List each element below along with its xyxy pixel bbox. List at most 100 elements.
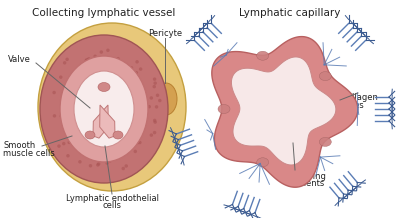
Ellipse shape bbox=[107, 67, 110, 70]
Polygon shape bbox=[232, 57, 336, 165]
Ellipse shape bbox=[62, 106, 66, 110]
Ellipse shape bbox=[96, 163, 100, 167]
Ellipse shape bbox=[93, 66, 97, 69]
Ellipse shape bbox=[85, 154, 88, 157]
Ellipse shape bbox=[66, 88, 69, 91]
Ellipse shape bbox=[141, 111, 144, 115]
Ellipse shape bbox=[98, 82, 110, 92]
Ellipse shape bbox=[97, 162, 100, 166]
Ellipse shape bbox=[72, 78, 76, 81]
Ellipse shape bbox=[85, 131, 95, 139]
Ellipse shape bbox=[60, 56, 148, 162]
Polygon shape bbox=[100, 105, 115, 138]
Text: Collagen: Collagen bbox=[341, 94, 378, 102]
Ellipse shape bbox=[122, 167, 125, 170]
Ellipse shape bbox=[142, 94, 145, 97]
Ellipse shape bbox=[93, 54, 97, 58]
Ellipse shape bbox=[74, 71, 134, 147]
Text: Valve: Valve bbox=[8, 56, 31, 65]
Ellipse shape bbox=[95, 69, 98, 72]
Ellipse shape bbox=[100, 50, 103, 54]
Ellipse shape bbox=[121, 146, 125, 149]
Text: Lymphatic capillary: Lymphatic capillary bbox=[239, 8, 341, 18]
Ellipse shape bbox=[106, 49, 110, 52]
Text: Pericyte: Pericyte bbox=[148, 29, 182, 37]
Ellipse shape bbox=[137, 101, 141, 104]
Ellipse shape bbox=[87, 57, 90, 61]
Ellipse shape bbox=[62, 142, 66, 145]
Ellipse shape bbox=[148, 105, 151, 108]
Ellipse shape bbox=[107, 147, 110, 151]
Ellipse shape bbox=[40, 35, 168, 183]
Ellipse shape bbox=[140, 124, 144, 128]
Ellipse shape bbox=[68, 141, 71, 144]
Ellipse shape bbox=[153, 119, 156, 122]
Ellipse shape bbox=[140, 92, 143, 96]
Ellipse shape bbox=[154, 120, 157, 124]
Ellipse shape bbox=[134, 84, 138, 88]
Ellipse shape bbox=[218, 104, 230, 114]
Ellipse shape bbox=[135, 60, 139, 64]
Ellipse shape bbox=[135, 132, 138, 136]
Ellipse shape bbox=[134, 71, 138, 74]
Ellipse shape bbox=[116, 57, 120, 60]
Text: filaments: filaments bbox=[285, 179, 325, 187]
Ellipse shape bbox=[108, 151, 111, 154]
Ellipse shape bbox=[78, 160, 82, 164]
Ellipse shape bbox=[80, 75, 83, 78]
Ellipse shape bbox=[38, 23, 186, 191]
Ellipse shape bbox=[136, 141, 140, 144]
Text: Lymphatic endothelial: Lymphatic endothelial bbox=[66, 194, 158, 203]
Ellipse shape bbox=[156, 94, 159, 97]
Ellipse shape bbox=[69, 85, 72, 89]
Text: Collecting lymphatic vessel: Collecting lymphatic vessel bbox=[32, 8, 176, 18]
Ellipse shape bbox=[155, 105, 158, 109]
Ellipse shape bbox=[65, 58, 69, 61]
Ellipse shape bbox=[124, 164, 128, 168]
Text: fibres: fibres bbox=[341, 100, 365, 109]
Ellipse shape bbox=[115, 148, 118, 152]
Ellipse shape bbox=[158, 99, 162, 102]
Ellipse shape bbox=[132, 75, 136, 78]
Ellipse shape bbox=[57, 144, 61, 148]
Ellipse shape bbox=[140, 118, 144, 121]
Ellipse shape bbox=[86, 72, 89, 76]
Ellipse shape bbox=[73, 134, 77, 138]
Ellipse shape bbox=[113, 131, 123, 139]
Ellipse shape bbox=[153, 77, 156, 81]
Ellipse shape bbox=[84, 59, 88, 62]
Text: muscle cells: muscle cells bbox=[3, 148, 55, 157]
Text: Smooth: Smooth bbox=[3, 141, 35, 150]
Ellipse shape bbox=[319, 72, 331, 81]
Ellipse shape bbox=[74, 135, 78, 138]
Ellipse shape bbox=[52, 91, 56, 94]
Ellipse shape bbox=[60, 114, 63, 118]
Ellipse shape bbox=[53, 114, 56, 118]
Ellipse shape bbox=[319, 137, 331, 146]
Ellipse shape bbox=[130, 66, 133, 70]
Ellipse shape bbox=[153, 131, 156, 134]
Ellipse shape bbox=[85, 58, 88, 62]
Text: cells: cells bbox=[102, 201, 122, 209]
Ellipse shape bbox=[122, 150, 126, 153]
Ellipse shape bbox=[90, 68, 94, 72]
Ellipse shape bbox=[139, 67, 142, 71]
Ellipse shape bbox=[118, 68, 121, 71]
Polygon shape bbox=[212, 37, 358, 187]
Ellipse shape bbox=[89, 164, 92, 167]
Ellipse shape bbox=[152, 85, 156, 88]
Ellipse shape bbox=[155, 83, 177, 115]
Ellipse shape bbox=[154, 81, 157, 85]
Ellipse shape bbox=[150, 96, 153, 100]
Ellipse shape bbox=[63, 61, 66, 65]
Ellipse shape bbox=[66, 154, 70, 158]
Ellipse shape bbox=[91, 60, 95, 64]
Ellipse shape bbox=[123, 72, 126, 75]
Ellipse shape bbox=[59, 75, 62, 79]
Ellipse shape bbox=[88, 69, 91, 73]
Ellipse shape bbox=[150, 133, 153, 137]
Ellipse shape bbox=[74, 129, 77, 133]
Ellipse shape bbox=[134, 150, 137, 153]
Ellipse shape bbox=[105, 161, 109, 165]
Ellipse shape bbox=[87, 63, 90, 66]
